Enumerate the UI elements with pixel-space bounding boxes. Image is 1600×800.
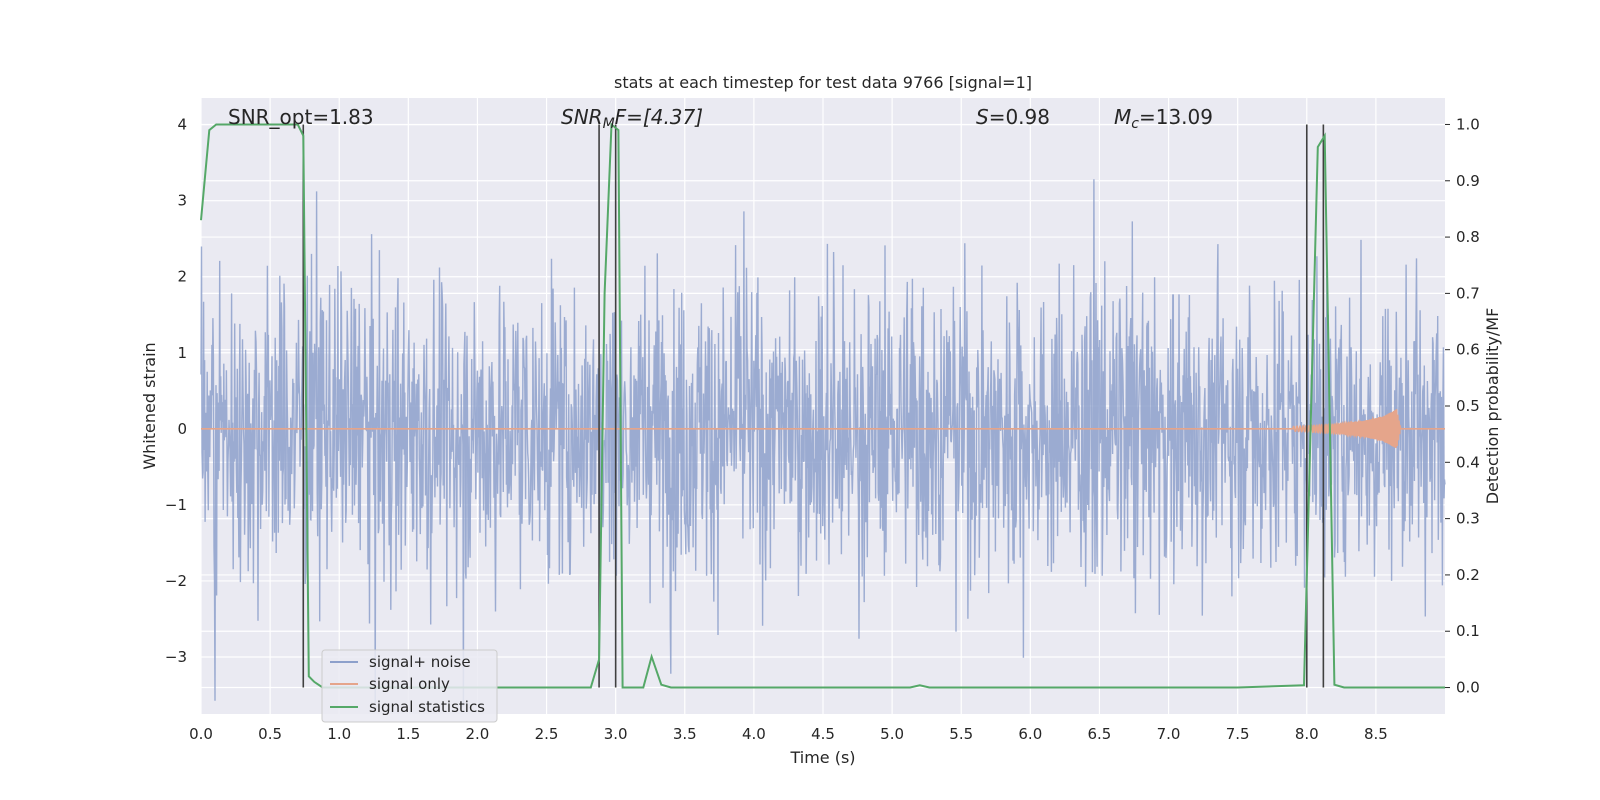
- x-tick-label: 4.0: [742, 725, 766, 743]
- right-y-tick-label: 0.4: [1456, 453, 1480, 471]
- right-y-tick-label: 0.7: [1456, 284, 1480, 302]
- signal-statistics-series: [200, 122, 1445, 689]
- signal-noise-series: [200, 179, 1446, 707]
- s-value: =0.98: [989, 105, 1050, 129]
- mc-symbol: M: [1114, 105, 1131, 129]
- legend-label-signal-only: signal only: [369, 675, 450, 693]
- x-tick-label: 6.0: [1018, 725, 1042, 743]
- left-y-tick-label: 4: [177, 116, 187, 134]
- left-y-tick-label: −1: [165, 496, 187, 514]
- right-y-tick-label: 0.1: [1456, 622, 1480, 640]
- right-y-tick-label: 1.0: [1456, 115, 1480, 133]
- right-y-tick-label: 0.5: [1456, 397, 1480, 415]
- x-tick-label: 2.0: [466, 725, 490, 743]
- legend-box: [321, 649, 498, 723]
- right-y-tick-labels: 1.0 0.9 0.8 0.7 0.6 0.5 0.4 0.3 0.2 0.1 0.0: [1456, 115, 1480, 696]
- legend: signal+ noise signal only signal statist…: [321, 649, 498, 723]
- x-tick-label: 0.0: [189, 725, 213, 743]
- right-y-axis-label: Detection probability/MF: [1483, 308, 1502, 505]
- x-tick-label: 3.0: [604, 725, 628, 743]
- left-y-tick-label: 0: [177, 420, 187, 438]
- x-tick-label: 1.0: [327, 725, 351, 743]
- x-tick-label: 6.5: [1088, 725, 1112, 743]
- x-tick-label: 5.5: [949, 725, 973, 743]
- snr-mf-symbol: SNR: [561, 105, 603, 129]
- left-y-tick-label: 2: [177, 268, 187, 286]
- left-y-axis-label: Whitened strain: [140, 342, 159, 469]
- signal-statistics-line: [200, 122, 1445, 689]
- x-tick-label: 0.5: [258, 725, 282, 743]
- snr-mf-value: F=[4.37]: [615, 105, 703, 129]
- snr-mf-annotation: SNRMF=[4.37]: [561, 105, 703, 132]
- x-tick-label: 1.5: [396, 725, 420, 743]
- mc-annotation: Mc=13.09: [1114, 105, 1213, 132]
- left-y-tick-label: 3: [177, 192, 187, 210]
- signal-noise-line: [200, 179, 1446, 707]
- snr-opt-annotation: SNR_opt=1.83: [228, 105, 374, 129]
- x-tick-label: 2.5: [535, 725, 559, 743]
- legend-label-signal-noise: signal+ noise: [369, 653, 471, 671]
- x-tick-label: 4.5: [811, 725, 835, 743]
- right-y-tick-label: 0.9: [1456, 172, 1480, 190]
- left-y-tick-label: −3: [165, 648, 187, 666]
- legend-label-signal-statistics: signal statistics: [369, 698, 485, 716]
- x-tick-label: 8.5: [1364, 725, 1388, 743]
- x-axis-label: Time (s): [789, 748, 855, 767]
- right-y-tick-label: 0.2: [1456, 566, 1480, 584]
- left-y-tick-label: 1: [177, 344, 187, 362]
- mc-value: =13.09: [1139, 105, 1213, 129]
- right-y-tick-label: 0.0: [1456, 679, 1480, 697]
- s-annotation: S=0.98: [976, 105, 1050, 129]
- right-y-tick-label: 0.3: [1456, 510, 1480, 528]
- x-tick-label: 5.0: [880, 725, 904, 743]
- left-y-tick-label: −2: [165, 572, 187, 590]
- mc-subscript: c: [1131, 116, 1139, 132]
- left-y-tick-labels: 4 3 2 1 0 −1 −2 −3: [165, 116, 187, 666]
- snr-mf-subscript: M: [603, 116, 615, 132]
- chart-title: stats at each timestep for test data 976…: [614, 73, 1032, 92]
- x-tick-label: 8.0: [1295, 725, 1319, 743]
- x-tick-label: 3.5: [673, 725, 697, 743]
- right-y-tick-label: 0.8: [1456, 228, 1480, 246]
- right-y-tick-label: 0.6: [1456, 341, 1480, 359]
- x-tick-labels: 0.0 0.5 1.0 1.5 2.0 2.5 3.0 3.5 4.0 4.5 5.0 5.5 6.0 6…: [189, 725, 1388, 743]
- x-tick-label: 7.0: [1157, 725, 1181, 743]
- s-symbol: S: [976, 105, 989, 129]
- x-tick-label: 7.5: [1226, 725, 1250, 743]
